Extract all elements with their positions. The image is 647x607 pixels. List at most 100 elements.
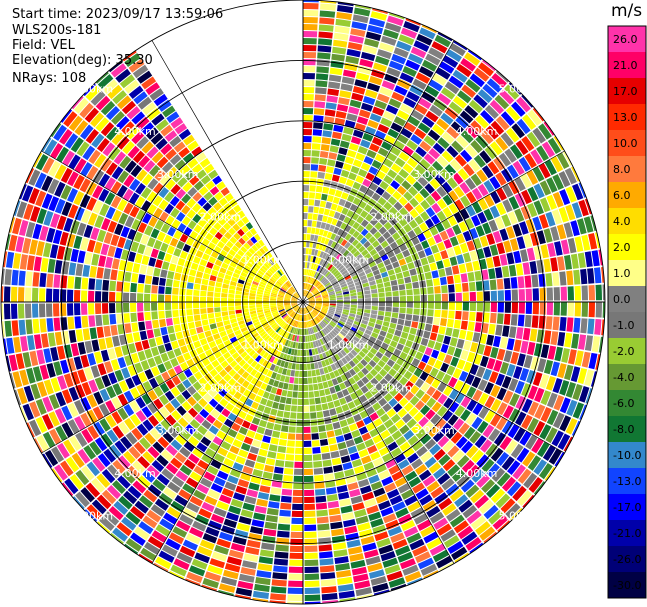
- radar-gate: [303, 412, 310, 419]
- radar-gate: [263, 302, 270, 305]
- radar-gate: [270, 266, 277, 273]
- radar-gate: [48, 411, 60, 427]
- radar-gate: [358, 339, 366, 347]
- radar-gate: [333, 328, 339, 335]
- radar-gate: [406, 308, 413, 315]
- radar-gate: [501, 456, 515, 471]
- radar-gate: [365, 381, 374, 390]
- radar-gate: [385, 296, 392, 302]
- radar-gate: [313, 108, 325, 116]
- radar-gate: [414, 164, 426, 175]
- radar-gate: [335, 311, 342, 316]
- radar-gate: [332, 282, 339, 287]
- radar-gate: [3, 338, 8, 355]
- radar-gate: [356, 311, 364, 316]
- radar-gate: [495, 136, 509, 151]
- radar-gate: [497, 302, 504, 313]
- radar-gate: [8, 354, 18, 371]
- radar-gate: [441, 478, 455, 491]
- radar-gate: [359, 394, 368, 403]
- radar-gate: [141, 76, 157, 90]
- radar-gate: [88, 290, 95, 302]
- radar-gate: [374, 212, 383, 221]
- radar-gate: [161, 371, 171, 382]
- radar-gate: [142, 451, 155, 464]
- radar-gate: [278, 439, 287, 446]
- radar-gate: [368, 261, 377, 268]
- radar-gate: [185, 477, 199, 489]
- radar-gate: [303, 94, 314, 101]
- radar-gate: [36, 241, 45, 256]
- radar-gate: [277, 445, 287, 453]
- radar-gate: [258, 239, 265, 247]
- radar-gate: [312, 310, 318, 315]
- radar-gate: [460, 149, 473, 163]
- radar-gate: [164, 203, 175, 215]
- radar-gate: [475, 521, 491, 536]
- radar-gate: [19, 369, 29, 386]
- radar-gate: [112, 383, 123, 396]
- radar-gate: [418, 344, 427, 354]
- radar-gate: [208, 196, 218, 206]
- radar-gate: [263, 274, 270, 280]
- radar-gate: [144, 348, 153, 359]
- radar-gate: [228, 348, 237, 356]
- radar-gate: [542, 445, 556, 461]
- radar-gate: [183, 368, 193, 378]
- radar-gate: [358, 426, 369, 435]
- radar-gate: [335, 563, 351, 571]
- radar-gate: [106, 429, 119, 443]
- radar-gate: [217, 414, 227, 424]
- radar-gate: [560, 239, 570, 255]
- radar-gate: [390, 180, 400, 190]
- radar-gate: [497, 290, 504, 301]
- radar-gate: [317, 274, 323, 281]
- radar-gate: [264, 290, 271, 295]
- radar-gate: [82, 328, 91, 341]
- radar-gate: [314, 94, 326, 102]
- radar-gate: [283, 314, 289, 320]
- radar-gate: [374, 153, 386, 163]
- radar-gate: [349, 99, 362, 109]
- radar-gate: [391, 312, 399, 319]
- radar-gate: [506, 363, 516, 377]
- radar-gate: [355, 242, 363, 250]
- radar-gate: [311, 287, 316, 293]
- radar-gate: [299, 356, 303, 363]
- radar-gate: [192, 447, 204, 459]
- radar-gate: [320, 311, 327, 315]
- radar-gate: [155, 423, 167, 436]
- radar-gate: [376, 170, 386, 180]
- radar-gate: [193, 180, 204, 191]
- radar-gate: [424, 438, 437, 450]
- radar-gate: [457, 455, 470, 468]
- radar-gate: [341, 357, 348, 365]
- radar-gate: [277, 304, 284, 307]
- radar-gate: [226, 328, 234, 335]
- radar-gate: [497, 520, 511, 533]
- radar-gate: [414, 103, 428, 115]
- radar-gate: [228, 549, 244, 559]
- radar-gate: [474, 494, 489, 509]
- radar-gate: [251, 316, 258, 321]
- radar-gate: [263, 295, 270, 299]
- radar-gate: [303, 377, 308, 385]
- radar-gate: [112, 459, 126, 474]
- radar-gate: [153, 562, 169, 572]
- radar-gate: [303, 440, 312, 447]
- radar-gate: [292, 296, 298, 300]
- radar-gate: [235, 485, 248, 495]
- radar-gate: [351, 21, 368, 31]
- radar-gate: [135, 196, 146, 208]
- radar-gate: [151, 460, 165, 473]
- radar-gate: [337, 237, 344, 245]
- radar-gate: [447, 414, 459, 426]
- radar-gate: [269, 494, 281, 502]
- radar-gate: [256, 291, 264, 295]
- radar-gate: [321, 403, 329, 411]
- radar-gate: [143, 160, 156, 173]
- radar-gate: [317, 214, 323, 222]
- radar-gate: [308, 285, 313, 291]
- radar-gate: [71, 452, 85, 468]
- radar-gate: [356, 287, 363, 293]
